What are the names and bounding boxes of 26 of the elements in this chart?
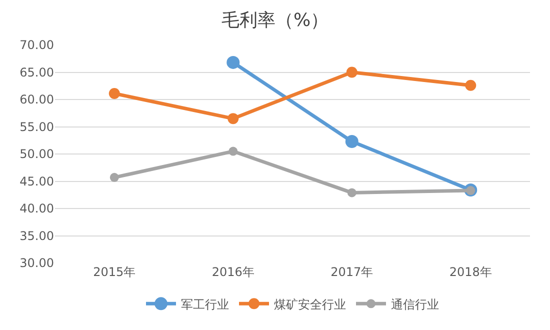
point <box>345 134 358 148</box>
y-tick-label: 35.00 <box>20 228 54 243</box>
chart-title: 毛利率（%） <box>221 10 329 31</box>
point <box>347 188 356 198</box>
point <box>346 66 358 78</box>
y-tick-label: 60.00 <box>20 92 54 107</box>
legend-label: 煤矿安全行业 <box>274 297 346 312</box>
x-tick-label: 2016年 <box>212 265 254 279</box>
point <box>108 88 120 100</box>
y-tick-label: 40.00 <box>20 202 54 216</box>
x-tick-label: 2018年 <box>449 265 492 279</box>
legend-label: 通信行业 <box>391 297 439 312</box>
x-tick-label: 2015年 <box>93 265 136 279</box>
legend-label: 军工行业 <box>181 297 229 312</box>
point <box>465 80 476 91</box>
y-tick-label: 70.00 <box>20 38 54 52</box>
y-tick-label: 45.00 <box>20 174 54 188</box>
y-tick-label: 65.00 <box>20 65 54 80</box>
y-tick-label: 55.00 <box>20 120 54 134</box>
x-tick-label: 2017年 <box>330 265 374 279</box>
point <box>228 146 238 156</box>
point <box>226 56 240 69</box>
y-tick-label: 50.00 <box>20 147 54 162</box>
point <box>110 172 119 182</box>
y-tick-label: 30.00 <box>20 256 54 270</box>
point <box>228 113 239 124</box>
